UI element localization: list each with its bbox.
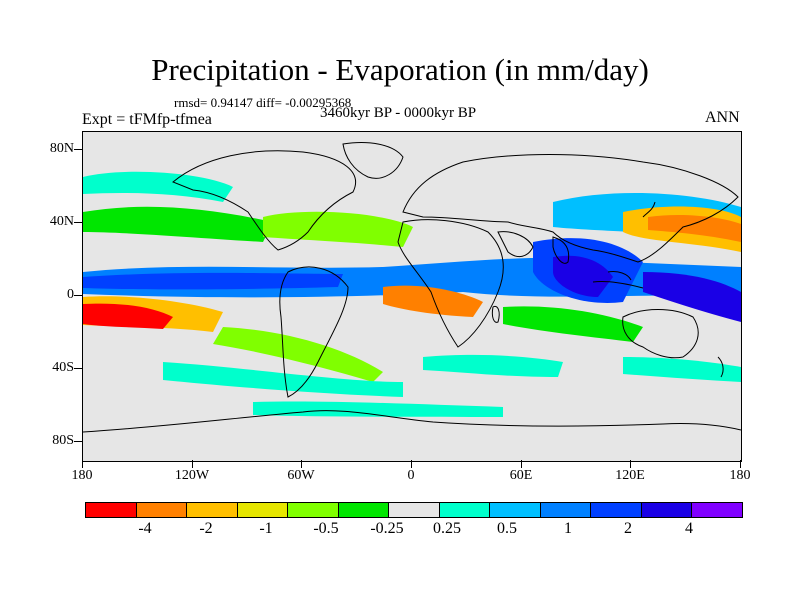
x-label-120e: 120E xyxy=(615,468,645,483)
field-blob xyxy=(253,401,503,417)
field-blob xyxy=(643,272,741,322)
colorbar-swatch xyxy=(641,503,693,517)
coastline xyxy=(342,142,404,179)
colorbar-label: -2 xyxy=(199,520,213,537)
field-blob xyxy=(503,306,643,342)
y-tick xyxy=(74,149,82,150)
coastline xyxy=(172,150,356,251)
coastline xyxy=(83,410,741,433)
x-label-180w: 180 xyxy=(71,468,93,483)
y-label-40s: 40S xyxy=(52,360,74,375)
y-label-40n: 40N xyxy=(49,214,74,229)
map-title: Precipitation - Evaporation (in mm/day) xyxy=(151,52,649,87)
field-blob xyxy=(83,272,343,290)
field-blob xyxy=(423,354,563,377)
colorbar-swatch xyxy=(389,503,440,517)
x-tick xyxy=(630,460,631,468)
colorbar-label: -0.25 xyxy=(370,520,404,537)
field-blob xyxy=(263,211,413,247)
experiment-label: Expt = tFMfp-tfmea xyxy=(82,111,212,128)
x-label-0: 0 xyxy=(407,468,415,483)
field-blob xyxy=(553,255,613,297)
colorbar-swatch xyxy=(237,503,289,517)
colorbar-swatch xyxy=(540,503,592,517)
field-blob xyxy=(163,362,403,397)
coastline xyxy=(397,219,504,348)
colorbar-swatch xyxy=(439,503,491,517)
x-tick xyxy=(411,460,412,468)
field-blob xyxy=(83,303,173,329)
x-label-60e: 60E xyxy=(509,468,533,483)
x-label-180e: 180 xyxy=(729,468,751,483)
x-tick xyxy=(521,460,522,468)
precip-field xyxy=(83,171,741,417)
coastline xyxy=(607,271,632,281)
x-tick xyxy=(192,460,193,468)
field-blob xyxy=(648,214,741,242)
map-plot xyxy=(82,131,742,462)
y-label-0: 0 xyxy=(67,287,74,302)
colorbar-label: 4 xyxy=(685,520,693,537)
colorbar-label: -1 xyxy=(259,520,273,537)
colorbar-label: 0.5 xyxy=(497,520,517,537)
coastline xyxy=(622,309,699,359)
colorbar-swatch xyxy=(338,503,390,517)
field-blob xyxy=(83,206,273,242)
colorbar-label: 0.25 xyxy=(433,520,461,537)
colorbar-swatch xyxy=(288,503,339,517)
colorbar-label: -0.5 xyxy=(313,520,339,537)
y-tick xyxy=(74,295,82,296)
y-tick xyxy=(74,441,82,442)
period-label: 3460kyr BP - 0000kyr BP xyxy=(320,105,477,121)
colorbar-label: 2 xyxy=(624,520,632,537)
colorbar-swatch xyxy=(86,503,137,517)
colorbar xyxy=(85,502,743,518)
x-label-60w: 60W xyxy=(287,468,315,483)
colorbar-swatch xyxy=(187,503,238,517)
field-layer xyxy=(83,142,741,433)
coastline xyxy=(592,281,644,289)
coastline xyxy=(279,266,349,398)
x-tick xyxy=(301,460,302,468)
y-label-80n: 80N xyxy=(49,141,74,156)
coastlines xyxy=(83,142,741,433)
coastline xyxy=(642,201,656,218)
coastline xyxy=(491,305,500,323)
colorbar-swatch xyxy=(692,503,742,517)
x-label-120w: 120W xyxy=(174,468,210,483)
y-label-80s: 80S xyxy=(52,433,74,448)
coastline xyxy=(717,356,724,378)
field-blob xyxy=(213,327,383,382)
x-tick xyxy=(740,460,741,468)
y-tick xyxy=(74,368,82,369)
coastline xyxy=(402,154,739,263)
colorbar-swatch xyxy=(136,503,188,517)
field-blob xyxy=(83,171,233,202)
colorbar-label: 1 xyxy=(564,520,572,537)
coastline xyxy=(497,231,534,258)
colorbar-label: -4 xyxy=(138,520,152,537)
stats-text: rmsd= 0.94147 diff= -0.00295368 xyxy=(174,95,352,110)
y-tick xyxy=(74,222,82,223)
x-tick xyxy=(82,460,83,468)
coastline xyxy=(552,236,570,264)
field-blob xyxy=(383,285,483,317)
field-blob xyxy=(623,357,741,382)
colorbar-swatch xyxy=(591,503,642,517)
season-label: ANN xyxy=(705,109,740,126)
colorbar-swatch xyxy=(490,503,541,517)
